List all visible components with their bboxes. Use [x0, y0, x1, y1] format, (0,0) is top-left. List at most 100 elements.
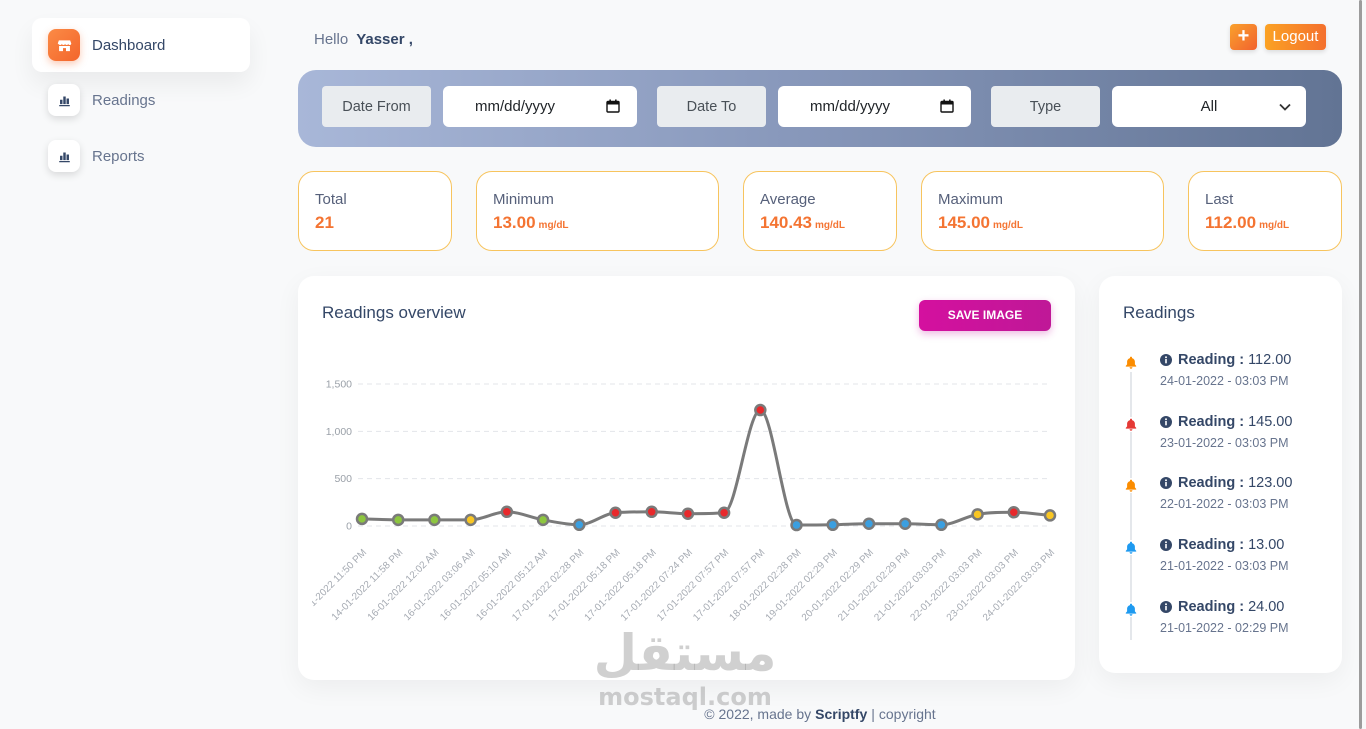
add-button[interactable]: +: [1230, 24, 1257, 50]
reading-value: 13.00: [1248, 537, 1285, 553]
chart-point: [500, 505, 514, 519]
chart-x-tick-label: 16-01-2022 12:02 AM: [366, 547, 442, 623]
logout-button[interactable]: Logout: [1265, 24, 1326, 50]
reading-label: Reading :: [1178, 414, 1245, 430]
reading-label: Reading :: [1178, 599, 1245, 615]
footer-separator: |: [871, 706, 875, 722]
readings-overview-card: Readings overview SAVE IMAGE 0 500 1,000 1,…: [298, 276, 1075, 680]
stat-label: Total: [315, 191, 347, 208]
date-to-input[interactable]: mm/dd/yyyy: [778, 86, 971, 127]
date-from-value: mm/dd/yyyy: [475, 98, 556, 115]
chart-x-tick-label: 17-01-2022 02:28 PM: [510, 547, 586, 623]
type-select[interactable]: All: [1112, 86, 1306, 127]
reading-value: 145.00: [1248, 414, 1293, 430]
sidebar-item-readings[interactable]: Readings: [32, 73, 250, 127]
chart-x-tick-label: 19-01-2022 02:29 PM: [764, 547, 840, 623]
chart-point: [862, 517, 876, 530]
chart-point: [935, 518, 948, 532]
reading-item[interactable]: Reading :145.00 23-01-2022 - 03:03 PM: [1099, 414, 1342, 464]
sidebar-item-dashboard[interactable]: Dashboard: [32, 18, 250, 72]
chart-y-tick-label: 1,000: [326, 426, 352, 438]
footer-copyright-link[interactable]: copyright: [878, 706, 936, 722]
stat-label: Average: [760, 191, 816, 208]
reading-date: 24-01-2022 - 03:03 PM: [1160, 374, 1289, 388]
greeting: Hello Yasser ,: [314, 31, 413, 49]
calendar-icon[interactable]: [606, 99, 620, 113]
sidebar-item-reports[interactable]: Reports: [32, 129, 250, 183]
type-select-value: All: [1200, 98, 1218, 115]
shop-icon: [48, 29, 80, 61]
type-label: Type: [991, 86, 1100, 127]
date-to-value: mm/dd/yyyy: [810, 98, 891, 115]
filter-bar: Date From mm/dd/yyyy Date To mm/dd/yyyy …: [298, 70, 1342, 147]
chevron-down-icon: [1279, 103, 1291, 111]
calendar-icon[interactable]: [940, 99, 954, 113]
stat-value: 13.00: [493, 213, 536, 232]
reading-item[interactable]: Reading :24.00 21-01-2022 - 02:29 PM: [1099, 599, 1342, 649]
readings-overview-title: Readings overview: [322, 303, 466, 322]
info-icon: [1160, 354, 1172, 366]
reading-item[interactable]: Reading :123.00 22-01-2022 - 03:03 PM: [1099, 475, 1342, 525]
chart-x-tick-label: 18-01-2022 02:28 PM: [727, 547, 803, 623]
sidebar-item-label: Dashboard: [92, 36, 166, 54]
reading-date: 21-01-2022 - 02:29 PM: [1160, 621, 1289, 635]
chart-x-tick-label: 17-01-2022 07:57 PM: [655, 547, 731, 623]
chart-x-tick-label: 17-01-2022 07:57 PM: [691, 547, 767, 623]
chart-point: [754, 403, 767, 417]
chart-point: [826, 518, 839, 532]
info-icon: [1160, 601, 1172, 613]
chart-y-tick-label: 0: [346, 521, 352, 533]
chart-x-tick-label: 21-01-2022 03:03 PM: [872, 547, 948, 623]
chart-point: [645, 505, 658, 519]
chart-point: [536, 513, 550, 527]
chart-x-tick-label: 17-01-2022 07:24 PM: [619, 547, 695, 623]
chart-x-tick-label: 16-01-2022 05:12 AM: [474, 547, 550, 623]
stat-card-minimum: Minimum 13.00 mg/dL: [476, 171, 719, 251]
chart-point: [609, 506, 622, 519]
bell-icon: [1124, 478, 1138, 493]
chart-point: [573, 518, 586, 532]
reading-date: 23-01-2022 - 03:03 PM: [1160, 436, 1289, 450]
readings-title: Readings: [1123, 303, 1195, 322]
sidebar-item-label: Readings: [92, 91, 156, 109]
scrollbar-thumb[interactable]: [1359, 0, 1362, 729]
stat-card-total: Total 21: [298, 171, 452, 251]
info-icon: [1160, 416, 1172, 428]
stat-card-average: Average 140.43 mg/dL: [743, 171, 897, 251]
stat-unit: mg/dL: [538, 220, 569, 231]
save-image-button[interactable]: SAVE IMAGE: [919, 300, 1051, 331]
footer-brand-link[interactable]: Scriptfy: [815, 706, 868, 722]
info-icon: [1160, 477, 1172, 489]
bell-icon: [1124, 355, 1138, 370]
user-name: Yasser ,: [356, 31, 413, 48]
footer-prefix: © 2022, made by: [704, 706, 812, 722]
chart-point: [464, 513, 477, 527]
reading-date: 21-01-2022 - 03:03 PM: [1160, 559, 1289, 573]
footer: © 2022, made by Scriptfy | copyright: [298, 705, 1342, 723]
chart-x-tick-label: 21-01-2022 02:29 PM: [836, 547, 912, 623]
sidebar-item-label: Reports: [92, 147, 145, 165]
reading-item[interactable]: Reading :13.00 21-01-2022 - 03:03 PM: [1099, 537, 1342, 587]
chart-x-tick-label: 22-01-2022 03:03 PM: [909, 547, 985, 623]
chart-series-line: [360, 408, 1052, 527]
stat-label: Last: [1205, 191, 1234, 208]
chart-x-tick-label: 17-01-2022 05:18 PM: [583, 547, 659, 623]
reading-value: 24.00: [1248, 599, 1285, 615]
date-to-label: Date To: [657, 86, 766, 127]
stat-value: 21: [315, 213, 334, 232]
reading-value: 123.00: [1248, 475, 1293, 491]
chart-point: [1007, 506, 1021, 519]
stat-unit: mg/dL: [993, 220, 1023, 231]
stat-card-maximum: Maximum 145.00 mg/dL: [921, 171, 1164, 251]
stat-unit: mg/dL: [1259, 220, 1290, 231]
reading-item[interactable]: Reading :112.00 24-01-2022 - 03:03 PM: [1099, 352, 1342, 402]
date-from-input[interactable]: mm/dd/yyyy: [443, 86, 637, 127]
chart-point: [717, 506, 731, 519]
date-from-label: Date From: [322, 86, 431, 127]
reading-label: Reading :: [1178, 537, 1245, 553]
greeting-text: Hello: [314, 31, 349, 48]
chart-point: [1043, 509, 1057, 522]
chart-point: [790, 518, 803, 532]
chart-x-tick-label: 24-01-2022 03:03 PM: [981, 547, 1057, 623]
